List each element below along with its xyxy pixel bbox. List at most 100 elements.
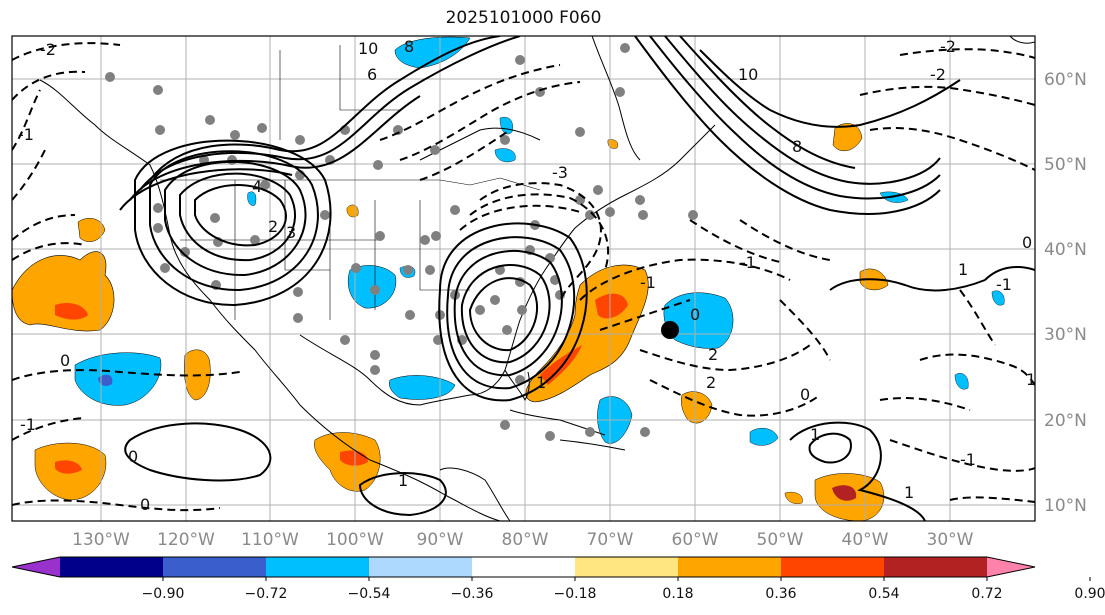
blue-dark-region: [98, 374, 113, 386]
longitude-labels: 130°W 120°W 110°W 100°W 90°W 80°W 70°W 6…: [72, 530, 974, 550]
blue-region: [394, 36, 471, 69]
colorbar: −0.90 −0.72 −0.54 −0.36 −0.18 0.18 0.36 0.54 0.7…: [11, 556, 1105, 602]
political-borders: [160, 45, 541, 320]
lat-label: 60°N: [1044, 70, 1087, 90]
contour-label: 1: [536, 373, 546, 392]
contour-label: 0: [128, 447, 138, 466]
contour-label: 2: [708, 345, 718, 364]
contour-label: 1: [904, 483, 914, 502]
orange-region: [77, 218, 106, 242]
contour-label: -2: [940, 37, 956, 56]
colorbar-tick-label: −0.72: [245, 586, 288, 602]
colorbar-tick-label: −0.18: [554, 586, 597, 602]
contour-label: 10: [738, 65, 758, 84]
contour-label: 0: [1022, 233, 1032, 252]
colorbar-segment: [163, 557, 267, 577]
contour-label: 3: [286, 223, 296, 242]
red-region: [55, 460, 82, 474]
contour-label: -1: [18, 125, 34, 144]
blue-region: [247, 191, 257, 206]
contour-label: -1: [20, 415, 36, 434]
colorbar-tick-label: 0.90: [1074, 586, 1105, 602]
colorbar-segment: [575, 557, 679, 577]
colorbar-extend-high: [987, 557, 1035, 577]
contour-label: -3: [552, 163, 568, 182]
red-region: [55, 303, 88, 320]
lon-label: 90°W: [417, 530, 464, 550]
red-region: [832, 485, 857, 501]
colorbar-segment: [60, 557, 164, 577]
chart-title: 2025101000 F060: [445, 8, 602, 28]
colorbar-tick-label: −0.36: [451, 586, 494, 602]
contour-label: 1: [398, 471, 408, 490]
orange-region: [832, 123, 863, 152]
lon-label: 40°W: [842, 530, 889, 550]
colorbar-tick-label: −0.90: [142, 586, 185, 602]
colorbar-segment: [472, 557, 576, 577]
lat-label: 10°N: [1044, 496, 1087, 516]
colorbar-segment: [884, 557, 988, 577]
colorbar-tick-label: 0.72: [971, 586, 1002, 602]
contour-label: 2: [268, 217, 278, 236]
lon-label: 110°W: [241, 530, 299, 550]
colorbar-segment: [266, 557, 370, 577]
colorbar-segment: [678, 557, 782, 577]
blue-region: [74, 352, 162, 406]
lon-label: 70°W: [587, 530, 634, 550]
red-region: [595, 293, 628, 319]
contour-label: 1: [958, 260, 968, 279]
colorbar-tick-label: 0.54: [868, 586, 899, 602]
contour-label: -1: [740, 253, 756, 272]
lon-label: 100°W: [326, 530, 384, 550]
contour-label: -1: [996, 275, 1012, 294]
colorbar-segment: [781, 557, 885, 577]
lon-label: 80°W: [502, 530, 549, 550]
solid-contours: [119, 36, 1035, 521]
colorbar-extend-low: [12, 557, 60, 577]
contour-label: 0: [60, 351, 70, 370]
lat-label: 20°N: [1044, 411, 1087, 431]
dashed-contours: [12, 42, 1035, 512]
contour-label: -2: [930, 65, 946, 84]
contour-label: 0: [690, 305, 700, 324]
lon-label: 120°W: [157, 530, 215, 550]
lon-label: 60°W: [672, 530, 719, 550]
contour-label: 1: [810, 425, 820, 444]
orange-region: [12, 251, 115, 332]
contour-label: 8: [792, 137, 802, 156]
contour-label: 0: [800, 385, 810, 404]
lat-label: 50°N: [1044, 155, 1087, 175]
contour-label: 4: [252, 177, 262, 196]
colorbar-tick-label: 0.18: [662, 586, 693, 602]
storm-center-marker: [661, 321, 679, 339]
orange-region: [784, 491, 803, 504]
contour-label: 8: [404, 37, 414, 56]
contour-label: 6: [367, 65, 377, 84]
colorbar-tick-label: 0.36: [765, 586, 796, 602]
contour-label: 10: [358, 39, 378, 58]
contour-label: -2: [40, 40, 56, 59]
contour-label: 2: [706, 373, 716, 392]
station-dots: [105, 43, 698, 441]
blue-region: [954, 373, 969, 390]
blue-region: [749, 427, 779, 446]
lon-label: 130°W: [72, 530, 130, 550]
blue-region: [991, 290, 1005, 306]
contour-labels: 10 8 6 4 2 0 -1 -2 -3 1 3 -1 2 10 8 -2 -…: [18, 37, 1035, 514]
lon-label: 50°W: [757, 530, 804, 550]
blue-region: [389, 375, 456, 400]
lat-label: 30°N: [1044, 325, 1087, 345]
latitude-labels: 60°N 50°N 40°N 30°N 20°N 10°N: [1044, 70, 1087, 516]
colorbar-outline: [11, 556, 1036, 578]
lat-label: 40°N: [1044, 240, 1087, 260]
colorbar-tick-label: −0.54: [348, 586, 391, 602]
contour-label: -1: [640, 273, 656, 292]
gridlines: [12, 36, 1035, 521]
contour-label: -1: [960, 450, 976, 469]
map-border: [11, 35, 1036, 522]
lon-label: 30°W: [927, 530, 974, 550]
red-region: [540, 345, 582, 385]
contour-label: 0: [140, 495, 150, 514]
colorbar-segment: [369, 557, 473, 577]
